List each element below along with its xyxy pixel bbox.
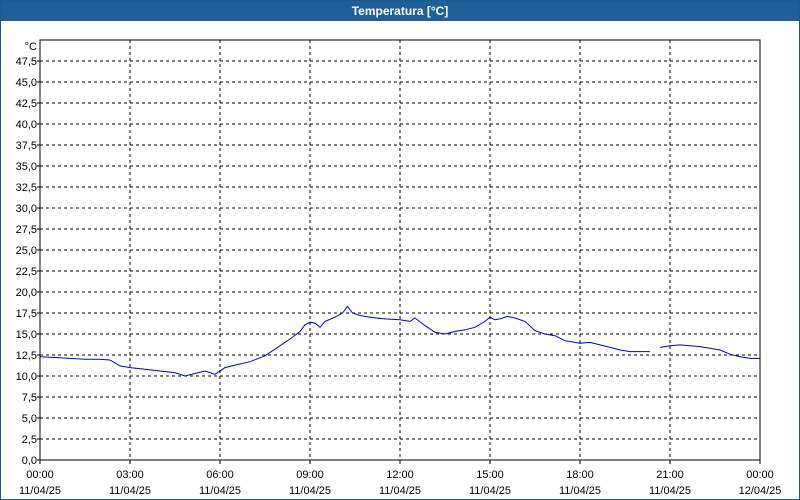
y-tick-label: 0,0 bbox=[22, 455, 37, 467]
grid bbox=[40, 40, 760, 460]
y-tick-label: 15,0 bbox=[16, 329, 37, 341]
axes bbox=[37, 39, 761, 464]
x-tick-date: 11/04/25 bbox=[469, 485, 511, 497]
y-tick-label: 2,5 bbox=[22, 434, 37, 446]
chart-title: Temperatura [°C] bbox=[1, 1, 799, 21]
x-tick-date: 11/04/25 bbox=[559, 485, 601, 497]
x-tick-time: 21:00 bbox=[656, 469, 684, 481]
temperature-line bbox=[659, 344, 760, 359]
x-tick-time: 00:00 bbox=[26, 469, 54, 481]
x-tick-date: 11/04/25 bbox=[19, 485, 61, 497]
y-tick-label: 30,0 bbox=[16, 203, 37, 215]
x-tick-date: 12/04/25 bbox=[739, 485, 782, 497]
y-tick-label: 37,5 bbox=[16, 140, 37, 152]
x-tick-time: 06:00 bbox=[206, 469, 234, 481]
y-tick-label: 32,5 bbox=[16, 182, 37, 194]
x-tick-time: 03:00 bbox=[116, 469, 144, 481]
x-tick-date: 11/04/25 bbox=[379, 485, 421, 497]
series bbox=[39, 305, 760, 377]
y-tick-label: 45,0 bbox=[16, 77, 37, 89]
y-tick-label: 25,0 bbox=[16, 245, 37, 257]
y-axis-unit: °C bbox=[25, 41, 37, 53]
y-tick-label: 17,5 bbox=[16, 308, 37, 320]
y-tick-label: 7,5 bbox=[22, 392, 37, 404]
y-tick-label: 47,5 bbox=[16, 56, 37, 68]
y-tick-label: 22,5 bbox=[16, 266, 37, 278]
x-tick-date: 11/04/25 bbox=[649, 485, 691, 497]
x-tick-time: 12:00 bbox=[386, 469, 414, 481]
y-tick-label: 20,0 bbox=[16, 287, 37, 299]
x-tick-date: 11/04/25 bbox=[199, 485, 241, 497]
y-tick-label: 35,0 bbox=[16, 161, 37, 173]
y-tick-label: 40,0 bbox=[16, 119, 37, 131]
y-tick-label: 5,0 bbox=[22, 413, 37, 425]
y-tick-label: 27,5 bbox=[16, 224, 37, 236]
y-tick-label: 42,5 bbox=[16, 98, 37, 110]
x-tick-time: 18:00 bbox=[566, 469, 594, 481]
x-tick-date: 11/04/25 bbox=[289, 485, 331, 497]
tick-labels: 0,0 2,5 5,0 7,5 10,0 12,5 15,0 17,5 20,0 22,5 25,0… bbox=[16, 41, 782, 497]
x-tick-date: 11/04/25 bbox=[109, 485, 151, 497]
y-tick-label: 12,5 bbox=[16, 350, 37, 362]
y-tick-label: 10,0 bbox=[16, 371, 37, 383]
temperature-line bbox=[39, 305, 650, 377]
x-tick-time: 09:00 bbox=[296, 469, 324, 481]
x-tick-time: 15:00 bbox=[476, 469, 504, 481]
x-tick-time: 00:00 bbox=[746, 469, 774, 481]
plot-frame bbox=[39, 39, 761, 461]
